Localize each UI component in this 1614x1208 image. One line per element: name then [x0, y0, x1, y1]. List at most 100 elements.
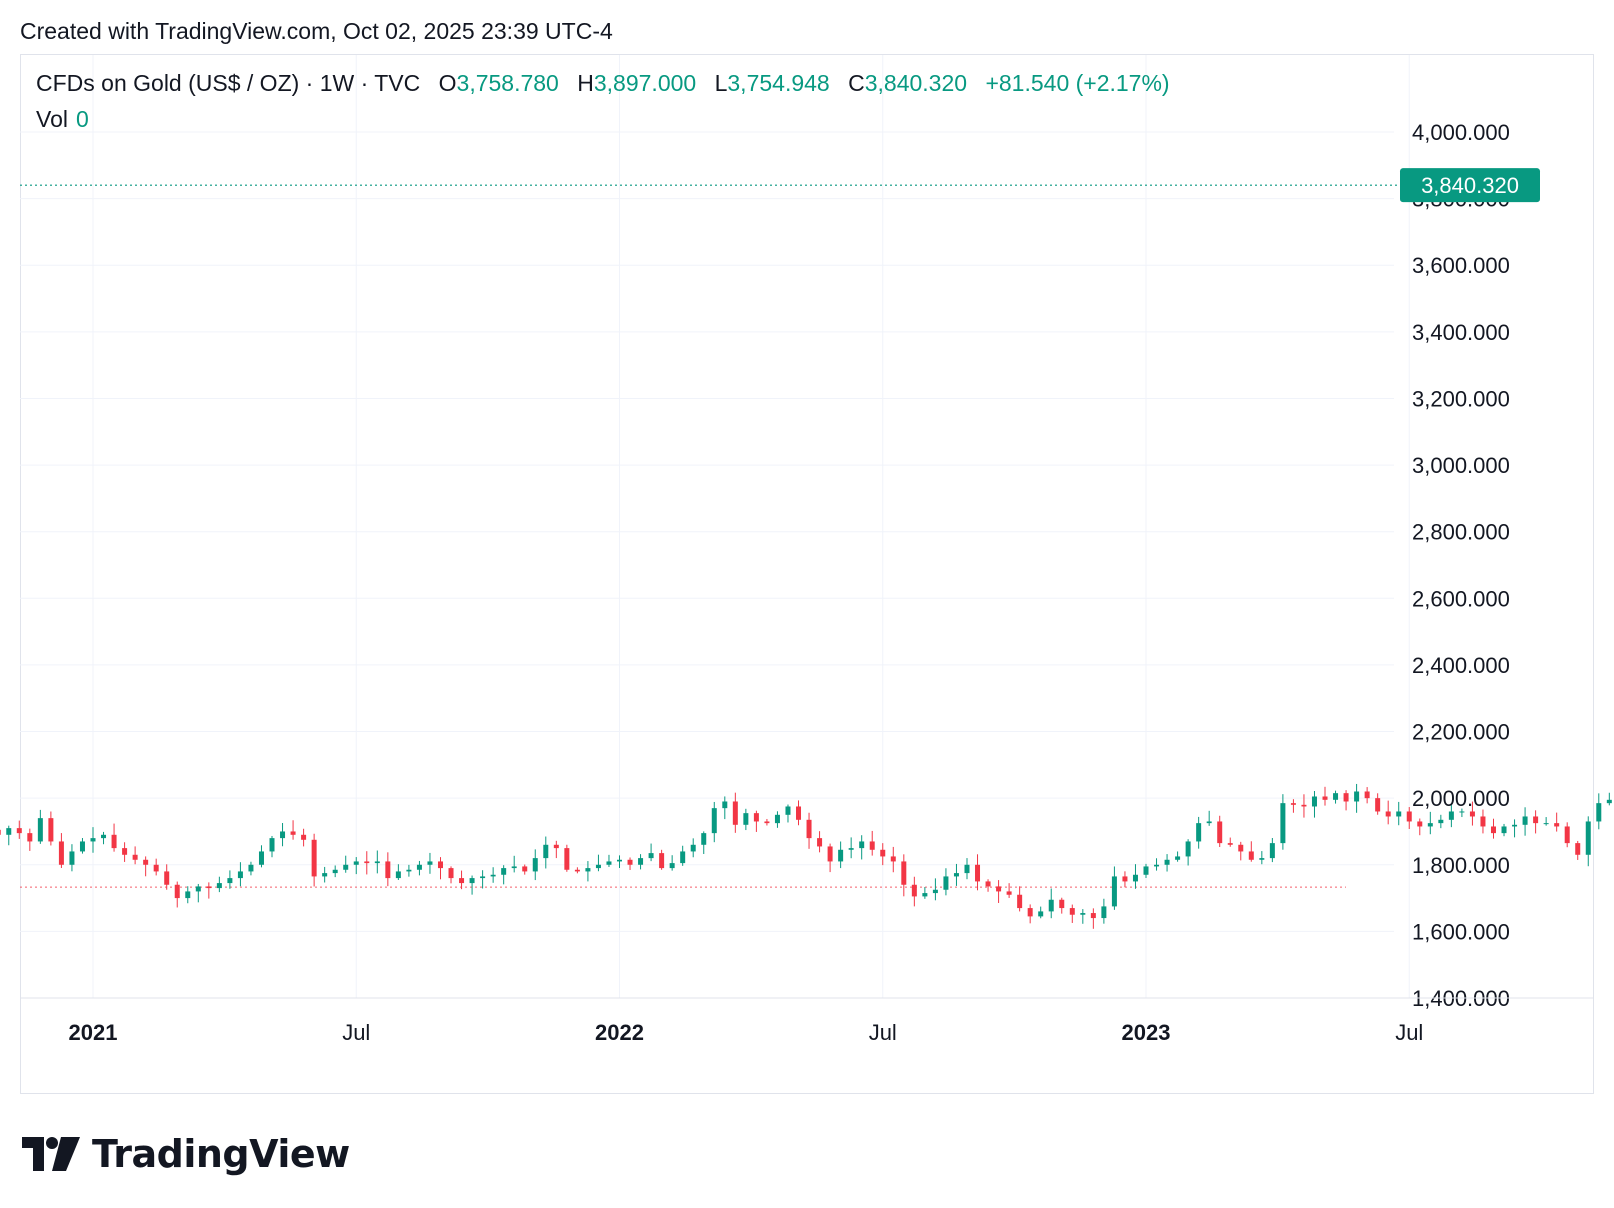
candle — [711, 801, 717, 843]
last-price-tag-text: 3,840.320 — [1421, 173, 1519, 198]
candle — [1301, 794, 1307, 818]
candle-body — [511, 866, 517, 869]
candle-body — [1101, 906, 1107, 919]
candle-body — [185, 891, 191, 899]
candle — [532, 849, 538, 881]
candle-body — [996, 886, 1002, 892]
candle — [1280, 794, 1286, 850]
candle — [690, 838, 696, 858]
candle — [1290, 799, 1296, 813]
candle-body — [817, 838, 823, 847]
candle-body — [932, 889, 938, 894]
candle-body — [280, 831, 286, 839]
candle-body — [1364, 791, 1370, 799]
x-tick-label: 2023 — [1122, 1020, 1171, 1045]
volume-legend: Vol 0 — [36, 106, 89, 133]
candle — [901, 854, 907, 897]
candle-body — [469, 878, 475, 884]
candle — [638, 854, 644, 870]
candle — [6, 825, 12, 846]
candle — [1406, 807, 1412, 829]
candle-body — [195, 886, 201, 892]
candle-body — [585, 868, 591, 872]
candle — [322, 866, 328, 883]
candle-body — [648, 853, 654, 859]
symbol-label[interactable]: CFDs on Gold (US$ / OZ) · 1W · TVC — [36, 70, 421, 96]
candle-body — [922, 893, 928, 897]
candle — [1269, 838, 1275, 863]
y-tick-label: 1,800.000 — [1412, 853, 1510, 878]
candle — [195, 883, 201, 903]
candle-body — [1217, 821, 1223, 844]
candle — [132, 846, 138, 865]
candle — [953, 863, 959, 886]
candle — [932, 878, 938, 901]
candle-body — [553, 844, 559, 849]
candle — [311, 833, 317, 887]
candle-body — [101, 834, 107, 839]
candle-body — [1501, 826, 1507, 834]
candle — [174, 881, 180, 908]
candle — [343, 855, 349, 873]
candle-body — [869, 841, 875, 850]
candle-body — [1543, 823, 1549, 825]
candle-body — [1259, 858, 1265, 860]
candle-body — [490, 874, 496, 877]
candle — [1185, 839, 1191, 866]
candle-body — [943, 876, 949, 890]
candle — [595, 854, 601, 872]
low-value: 3,754.948 — [727, 70, 830, 96]
candle — [1438, 814, 1444, 829]
candle — [1101, 898, 1107, 924]
candle-body — [964, 864, 970, 874]
candle-body — [1090, 913, 1096, 919]
candle-body — [0, 829, 1, 835]
candle — [848, 837, 854, 859]
candle-body — [975, 864, 981, 882]
candle — [1343, 790, 1349, 811]
x-tick-label: 2022 — [595, 1020, 644, 1045]
candle-body — [785, 806, 791, 815]
candle — [1448, 804, 1454, 828]
candle — [459, 870, 465, 890]
candle — [290, 820, 296, 840]
candle-body — [237, 871, 243, 879]
candle-body — [1027, 908, 1033, 917]
last-price-tag: 3,840.320 — [1400, 168, 1540, 203]
candle — [1080, 909, 1086, 924]
candle-body — [90, 838, 96, 842]
candle-body — [574, 869, 580, 872]
x-tick-label: Jul — [1395, 1020, 1423, 1045]
candle-body — [1143, 866, 1149, 875]
candle-body — [416, 864, 422, 870]
candle — [827, 843, 833, 873]
candle — [1533, 810, 1539, 834]
candle-body — [1343, 793, 1349, 802]
candle-body — [227, 878, 233, 884]
tradingview-logo[interactable]: TradingView — [22, 1130, 350, 1178]
candle — [490, 867, 496, 883]
candle — [48, 811, 54, 846]
candle — [1227, 837, 1233, 847]
candle-body — [301, 834, 307, 840]
candle — [427, 852, 433, 874]
candle — [111, 823, 117, 852]
candle — [1059, 897, 1065, 914]
candle-body — [1333, 793, 1339, 800]
close-value: 3,840.320 — [864, 70, 968, 96]
candle-body — [258, 851, 264, 865]
candle — [37, 809, 43, 844]
candle — [1259, 851, 1265, 865]
candle-body — [532, 858, 538, 872]
candle-body — [1238, 844, 1244, 852]
change-value: +81.540 (+2.17%) — [985, 70, 1170, 96]
high-label: H — [577, 70, 594, 96]
candle-body — [1427, 823, 1433, 827]
candle — [943, 868, 949, 896]
candle-body — [448, 868, 454, 879]
candle-body — [764, 821, 770, 824]
candle-body — [1554, 823, 1560, 827]
candle-body — [79, 841, 85, 852]
candle-body — [1385, 811, 1391, 817]
